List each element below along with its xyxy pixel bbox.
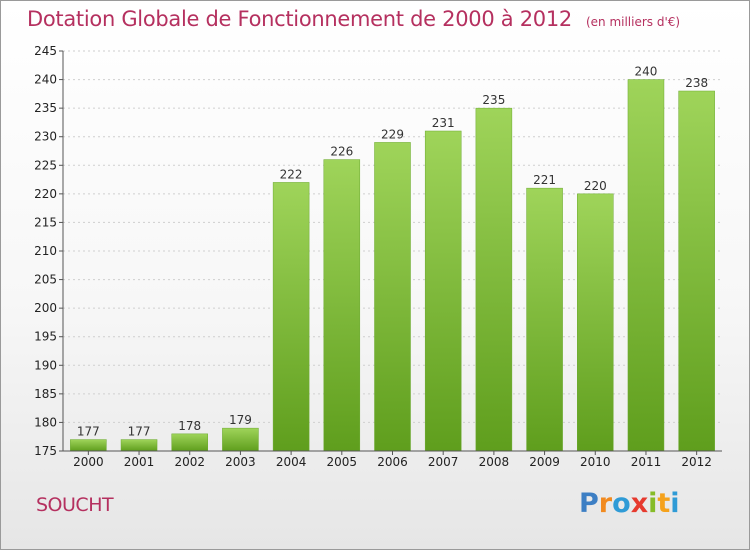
bar-2002 bbox=[171, 433, 208, 452]
data-label: 231 bbox=[432, 116, 455, 130]
bar-2001 bbox=[120, 439, 158, 452]
bar-2012 bbox=[678, 90, 715, 452]
y-tick-label: 225 bbox=[34, 158, 57, 172]
y-tick-label: 205 bbox=[34, 273, 57, 287]
y-tick-label: 210 bbox=[34, 244, 57, 258]
logo-letter: o bbox=[612, 488, 631, 519]
y-tick-label: 200 bbox=[34, 301, 57, 315]
x-axis: 2000 2001 2002 2003 2004 2005 2006 2007 2008 2009… bbox=[63, 450, 722, 469]
y-tick-label: 215 bbox=[34, 215, 57, 229]
bar-2004 bbox=[272, 182, 310, 452]
logo-letter: t bbox=[657, 488, 671, 519]
x-tick-label: 2011 bbox=[631, 455, 662, 469]
data-label: 222 bbox=[280, 167, 303, 181]
x-tick-label: 2005 bbox=[327, 455, 358, 469]
x-tick-label: 2002 bbox=[174, 455, 205, 469]
data-label: 178 bbox=[178, 419, 201, 433]
bar-2006 bbox=[374, 142, 411, 452]
y-tick-label: 220 bbox=[34, 187, 57, 201]
y-tick-label: 190 bbox=[34, 358, 57, 372]
y-tick-label: 185 bbox=[34, 387, 57, 401]
bar-2008 bbox=[475, 107, 513, 452]
bars: 177 177 178 179 222 226 229 231 235 221 220 240 238 bbox=[70, 65, 715, 452]
data-label: 179 bbox=[229, 413, 252, 427]
x-tick-label: 2003 bbox=[225, 455, 256, 469]
x-tick-label: 2009 bbox=[529, 455, 560, 469]
x-tick-label: 2000 bbox=[73, 455, 104, 469]
logo-letter: r bbox=[598, 488, 613, 519]
y-axis: 175 180 185 190 195 200 205 210 215 220 225 230 235 2… bbox=[34, 44, 64, 458]
logo-letter: P bbox=[579, 488, 599, 519]
y-tick-label: 175 bbox=[34, 444, 57, 458]
chart-unit: (en milliers d'€) bbox=[585, 15, 681, 29]
data-label: 220 bbox=[584, 179, 607, 193]
y-tick-label: 240 bbox=[34, 73, 57, 87]
y-tick-label: 245 bbox=[34, 44, 57, 58]
data-label: 177 bbox=[77, 425, 100, 439]
x-tick-label: 2004 bbox=[276, 455, 307, 469]
y-tick-label: 180 bbox=[34, 415, 57, 429]
y-tick-label: 195 bbox=[34, 330, 57, 344]
data-label: 177 bbox=[128, 425, 151, 439]
data-label: 226 bbox=[330, 145, 353, 159]
chart-title: Dotation Globale de Fonctionnement de 20… bbox=[27, 7, 680, 31]
x-tick-label: 2006 bbox=[377, 455, 408, 469]
bar-2010 bbox=[577, 193, 614, 452]
x-tick-label: 2010 bbox=[580, 455, 611, 469]
bar-2003 bbox=[222, 427, 259, 452]
x-tick-label: 2007 bbox=[428, 455, 459, 469]
data-label: 229 bbox=[381, 127, 404, 141]
data-label: 221 bbox=[533, 173, 556, 187]
x-tick-label: 2001 bbox=[124, 455, 155, 469]
logo-letter: x bbox=[630, 488, 649, 519]
x-tick-label: 2012 bbox=[681, 455, 712, 469]
bar-2007 bbox=[424, 130, 462, 452]
data-label: 238 bbox=[685, 76, 708, 90]
y-tick-label: 230 bbox=[34, 130, 57, 144]
y-tick-label: 235 bbox=[34, 101, 57, 115]
logo-letter: i bbox=[648, 488, 658, 519]
logo-letter: i bbox=[670, 488, 680, 519]
bar-2011 bbox=[627, 79, 665, 452]
proxiti-logo: Proxiti bbox=[579, 488, 680, 519]
data-label: 240 bbox=[635, 65, 658, 79]
data-label: 235 bbox=[482, 93, 505, 107]
bar-2000 bbox=[70, 439, 107, 452]
chart-title-text: Dotation Globale de Fonctionnement de 20… bbox=[27, 7, 572, 31]
x-tick-label: 2008 bbox=[479, 455, 510, 469]
commune-name: SOUCHT bbox=[36, 494, 114, 516]
bar-2005 bbox=[323, 159, 361, 452]
bar-2009 bbox=[526, 187, 563, 452]
